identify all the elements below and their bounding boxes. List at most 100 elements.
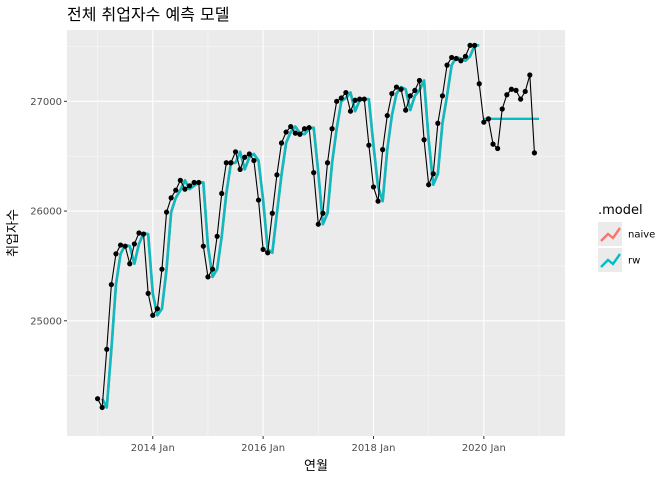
observed-point xyxy=(186,183,193,189)
observed-point xyxy=(108,281,114,288)
observed-point xyxy=(311,170,317,176)
observed-point xyxy=(94,396,101,402)
x-tick-label: 2018 Jan xyxy=(351,443,395,454)
observed-point xyxy=(242,154,248,160)
observed-point xyxy=(513,87,519,93)
observed-point xyxy=(366,142,372,148)
observed-point xyxy=(324,160,331,166)
observed-point xyxy=(462,53,469,59)
observed-point xyxy=(467,42,473,48)
observed-point xyxy=(426,182,432,188)
observed-point xyxy=(219,190,225,197)
observed-point xyxy=(407,93,413,99)
observed-point xyxy=(504,92,510,98)
y-tick-label: 27000 xyxy=(30,97,62,108)
series-line-rw xyxy=(101,44,480,409)
x-axis: 2014 Jan 2016 Jan 2018 Jan 2020 Jan xyxy=(131,436,506,454)
observed-point xyxy=(370,184,377,190)
x-tick-label: 2014 Jan xyxy=(131,443,175,454)
observed-point xyxy=(508,86,515,92)
observed-point xyxy=(228,160,234,166)
observed-point xyxy=(200,243,206,249)
plot-panel xyxy=(67,30,565,436)
observed-point xyxy=(375,198,381,204)
observed-point xyxy=(430,171,436,177)
x-tick-label: 2020 Jan xyxy=(462,443,506,454)
observed-point xyxy=(453,55,459,62)
observed-point xyxy=(214,233,220,239)
observed-point xyxy=(522,88,528,95)
observed-point xyxy=(439,93,446,99)
observed-point xyxy=(196,179,202,186)
observed-point xyxy=(269,210,275,216)
observed-point xyxy=(223,160,229,166)
observed-point xyxy=(278,140,285,146)
observed-point xyxy=(421,137,427,143)
observed-point xyxy=(472,42,478,48)
observed-point xyxy=(131,241,137,247)
observed-point xyxy=(490,141,496,147)
legend-key xyxy=(598,222,622,246)
observed-point xyxy=(531,150,538,156)
observed-point xyxy=(122,243,128,249)
legend: .model naive rw xyxy=(598,203,655,272)
observed-point xyxy=(320,210,326,216)
observed-point xyxy=(476,81,482,87)
observed-point xyxy=(343,89,349,96)
observed-point xyxy=(136,230,142,236)
x-axis-title: 연월 xyxy=(304,459,328,474)
observed-point xyxy=(380,147,386,153)
observed-point xyxy=(205,274,211,280)
observed-point xyxy=(260,246,266,253)
observed-point xyxy=(99,404,105,411)
series-layer xyxy=(101,44,540,409)
observed-point xyxy=(140,231,147,237)
observed-point xyxy=(393,84,400,90)
observed-point xyxy=(357,96,363,102)
legend-key xyxy=(598,248,622,272)
observed-point xyxy=(527,72,533,78)
observed-point xyxy=(481,119,487,125)
observed-point xyxy=(301,126,308,132)
observed-point xyxy=(283,129,289,135)
observed-point xyxy=(315,221,321,227)
points-layer xyxy=(94,42,538,411)
observed-point xyxy=(113,251,119,257)
y-axis: 25000 26000 27000 xyxy=(30,97,67,327)
observed-point xyxy=(499,106,505,112)
observed-point xyxy=(177,177,183,183)
observed-point xyxy=(412,87,418,93)
observed-point xyxy=(251,157,257,164)
observed-point xyxy=(163,209,170,215)
observed-point xyxy=(398,86,404,92)
observed-point xyxy=(288,123,294,130)
legend-title: .model xyxy=(598,203,643,218)
observed-point xyxy=(347,108,354,114)
observed-point xyxy=(458,58,464,64)
observed-point xyxy=(389,91,395,97)
observed-point xyxy=(127,261,133,267)
legend-swatch-rw xyxy=(600,253,621,268)
observed-point xyxy=(416,77,423,84)
observed-point xyxy=(265,250,271,256)
y-tick-label: 26000 xyxy=(30,207,62,218)
legend-swatch-naive xyxy=(600,227,621,242)
observed-point xyxy=(232,149,239,155)
observed-point xyxy=(435,120,441,126)
observed-point xyxy=(352,97,358,103)
legend-label-naive: naive xyxy=(628,230,655,241)
observed-point xyxy=(329,126,335,132)
observed-point xyxy=(154,306,160,312)
observed-point xyxy=(182,186,188,192)
observed-point xyxy=(292,130,298,136)
observed-point xyxy=(191,179,197,186)
observed-point xyxy=(518,96,524,102)
y-axis-title: 취업자수 xyxy=(6,209,21,257)
observed-point xyxy=(104,346,110,352)
observed-point xyxy=(274,172,280,178)
legend-label-rw: rw xyxy=(628,256,640,267)
grid xyxy=(67,30,565,436)
observed-point xyxy=(237,166,243,172)
observed-point xyxy=(159,266,165,272)
observed-point xyxy=(168,195,174,201)
